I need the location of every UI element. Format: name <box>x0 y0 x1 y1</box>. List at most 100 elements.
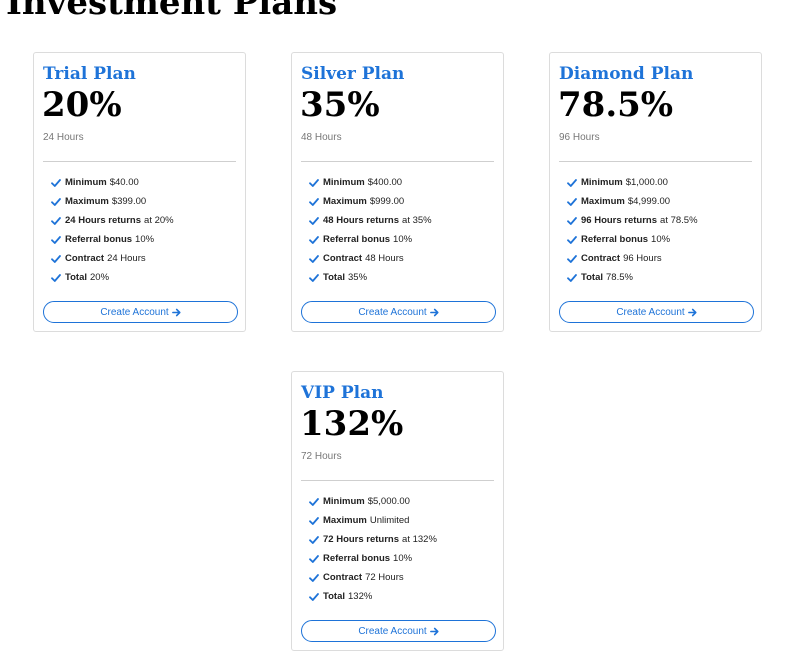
feature-item-returns: 24 Hours returns at 20% <box>51 211 174 230</box>
arrow-right-icon <box>171 308 181 317</box>
button-label: Create Account <box>358 625 427 637</box>
check-icon <box>309 254 319 264</box>
feature-value: 78.5% <box>606 272 633 283</box>
feature-item-maximum: Maximum Unlimited <box>309 511 437 530</box>
feature-list: Minimum $1,000.00 Maximum $4,999.00 96 H… <box>567 173 698 287</box>
feature-item-returns: 48 Hours returns at 35% <box>309 211 432 230</box>
feature-label: Contract <box>581 253 621 264</box>
feature-value: Unlimited <box>369 515 410 526</box>
divider <box>43 161 236 162</box>
feature-item-maximum: Maximum $999.00 <box>309 192 432 211</box>
check-icon <box>51 178 61 188</box>
feature-label: Contract <box>323 572 363 583</box>
check-icon <box>309 573 319 583</box>
feature-item-contract: Contract 24 Hours <box>51 249 174 268</box>
feature-value: $40.00 <box>109 177 139 188</box>
check-icon <box>309 235 319 245</box>
plan-duration: 96 Hours <box>559 132 600 143</box>
feature-item-maximum: Maximum $399.00 <box>51 192 174 211</box>
feature-item-contract: Contract 48 Hours <box>309 249 432 268</box>
check-icon <box>567 254 577 264</box>
create-account-button[interactable]: Create Account <box>301 620 496 642</box>
button-label: Create Account <box>358 306 427 318</box>
feature-value: $5,000.00 <box>367 496 410 507</box>
feature-value: $400.00 <box>367 177 403 188</box>
feature-value: 10% <box>393 553 413 564</box>
feature-value: 72 Hours <box>365 572 404 583</box>
check-icon <box>567 197 577 207</box>
feature-value: 24 Hours <box>107 253 146 264</box>
check-icon <box>51 235 61 245</box>
feature-value: 132% <box>348 591 373 602</box>
feature-list: Minimum $400.00 Maximum $999.00 48 Hours… <box>309 173 432 287</box>
arrow-right-icon <box>429 308 439 317</box>
plan-duration: 24 Hours <box>43 132 84 143</box>
check-icon <box>309 273 319 283</box>
create-account-button[interactable]: Create Account <box>301 301 496 323</box>
feature-label: Maximum <box>581 196 625 207</box>
feature-label: Total <box>581 272 603 283</box>
feature-label: 96 Hours returns <box>581 215 658 226</box>
feature-label: Referral bonus <box>323 553 391 564</box>
feature-label: Maximum <box>323 196 367 207</box>
feature-label: Minimum <box>323 496 365 507</box>
check-icon <box>567 178 577 188</box>
divider <box>301 480 494 481</box>
plan-name: Silver Plan <box>301 64 405 84</box>
feature-label: 48 Hours returns <box>323 215 400 226</box>
feature-item-referral-bonus: Referral bonus 10% <box>51 230 174 249</box>
feature-label: Minimum <box>65 177 107 188</box>
feature-label: Referral bonus <box>581 234 649 245</box>
plan-duration: 72 Hours <box>301 451 342 462</box>
plan-duration: 48 Hours <box>301 132 342 143</box>
feature-label: Contract <box>65 253 105 264</box>
create-account-button[interactable]: Create Account <box>559 301 754 323</box>
feature-item-referral-bonus: Referral bonus 10% <box>309 549 437 568</box>
check-icon <box>309 516 319 526</box>
feature-item-returns: 96 Hours returns at 78.5% <box>567 211 698 230</box>
divider <box>559 161 752 162</box>
feature-label: Maximum <box>323 515 367 526</box>
feature-value: $1,000.00 <box>625 177 668 188</box>
feature-item-minimum: Minimum $400.00 <box>309 173 432 192</box>
plan-name: Diamond Plan <box>559 64 694 84</box>
check-icon <box>51 197 61 207</box>
feature-value: $4,999.00 <box>627 196 671 207</box>
feature-label: Referral bonus <box>323 234 391 245</box>
feature-label: 24 Hours returns <box>65 215 142 226</box>
feature-list: Minimum $5,000.00 Maximum Unlimited 72 H… <box>309 492 437 606</box>
plan-name: Trial Plan <box>43 64 136 84</box>
feature-label: Total <box>323 591 345 602</box>
feature-list: Minimum $40.00 Maximum $399.00 24 Hours … <box>51 173 174 287</box>
check-icon <box>309 178 319 188</box>
create-account-button[interactable]: Create Account <box>43 301 238 323</box>
check-icon <box>51 216 61 226</box>
page-title: Investment Plans <box>6 0 338 23</box>
feature-value: 20% <box>90 272 110 283</box>
feature-value: at 132% <box>402 534 437 545</box>
plan-rate: 132% <box>300 404 404 444</box>
check-icon <box>309 535 319 545</box>
feature-item-returns: 72 Hours returns at 132% <box>309 530 437 549</box>
button-label: Create Account <box>100 306 169 318</box>
feature-value: 10% <box>651 234 671 245</box>
feature-item-minimum: Minimum $1,000.00 <box>567 173 698 192</box>
feature-value: 10% <box>393 234 413 245</box>
plan-rate: 20% <box>42 85 122 125</box>
plan-rate: 78.5% <box>558 85 674 125</box>
check-icon <box>309 497 319 507</box>
feature-label: Maximum <box>65 196 109 207</box>
feature-value: 48 Hours <box>365 253 404 264</box>
plan-card-diamond: Diamond Plan 78.5% 96 Hours Minimum $1,0… <box>549 52 762 332</box>
feature-label: Total <box>65 272 87 283</box>
feature-item-total: Total 132% <box>309 587 437 606</box>
check-icon <box>567 235 577 245</box>
feature-item-referral-bonus: Referral bonus 10% <box>309 230 432 249</box>
plan-card-silver: Silver Plan 35% 48 Hours Minimum $400.00… <box>291 52 504 332</box>
feature-value: $999.00 <box>369 196 405 207</box>
arrow-right-icon <box>687 308 697 317</box>
feature-item-minimum: Minimum $5,000.00 <box>309 492 437 511</box>
divider <box>301 161 494 162</box>
feature-value: 35% <box>348 272 368 283</box>
plan-card-vip: VIP Plan 132% 72 Hours Minimum $5,000.00… <box>291 371 504 651</box>
